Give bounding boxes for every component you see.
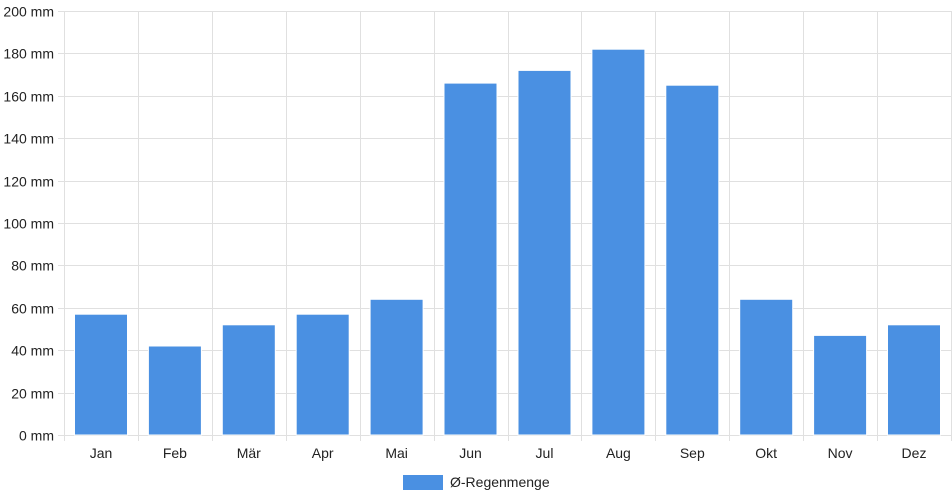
y-tick-label: 120 mm	[3, 174, 54, 190]
bars	[74, 48, 941, 436]
bar-jan[interactable]	[74, 313, 128, 436]
x-tick-label: Jul	[536, 445, 554, 461]
x-tick-label: Mai	[385, 445, 408, 461]
x-axis-ticks: Jan Feb Mär Apr Mai Jun Jul Aug Sep Okt Nov Dez	[90, 445, 927, 461]
x-tick-label: Mär	[237, 445, 261, 461]
y-tick-label: 180 mm	[3, 46, 54, 62]
bar-mär[interactable]	[221, 324, 276, 436]
y-axis-ticks: 0 mm 20 mm 40 mm 60 mm 80 mm 100 mm 120 mm 140 …	[3, 4, 54, 444]
bar-feb[interactable]	[147, 345, 202, 436]
grid	[58, 11, 952, 441]
bar-jul[interactable]	[517, 69, 572, 436]
y-tick-label: 60 mm	[11, 301, 54, 317]
legend[interactable]: Ø-Regenmenge	[403, 474, 550, 490]
y-tick-label: 80 mm	[11, 258, 54, 274]
bar-apr[interactable]	[295, 313, 350, 436]
bar-aug[interactable]	[591, 48, 646, 436]
legend-swatch	[403, 475, 443, 490]
x-tick-label: Aug	[606, 445, 631, 461]
y-tick-label: 100 mm	[3, 216, 54, 232]
bar-dez[interactable]	[887, 324, 941, 436]
x-tick-label: Apr	[312, 445, 334, 461]
legend-label: Ø-Regenmenge	[450, 474, 550, 490]
y-tick-label: 20 mm	[11, 386, 54, 402]
y-tick-label: 40 mm	[11, 343, 54, 359]
x-tick-label: Feb	[163, 445, 187, 461]
bar-sep[interactable]	[665, 84, 720, 436]
x-tick-label: Jun	[459, 445, 482, 461]
bar-nov[interactable]	[813, 334, 868, 436]
y-tick-label: 160 mm	[3, 89, 54, 105]
bar-jun[interactable]	[443, 82, 498, 436]
bar-mai[interactable]	[369, 298, 424, 436]
x-tick-label: Dez	[902, 445, 927, 461]
x-tick-label: Jan	[90, 445, 113, 461]
y-tick-label: 140 mm	[3, 131, 54, 147]
x-tick-label: Nov	[828, 445, 853, 461]
y-tick-label: 200 mm	[3, 4, 54, 20]
x-tick-label: Okt	[755, 445, 777, 461]
x-tick-label: Sep	[680, 445, 705, 461]
bar-okt[interactable]	[739, 298, 794, 436]
y-tick-label: 0 mm	[19, 428, 54, 444]
